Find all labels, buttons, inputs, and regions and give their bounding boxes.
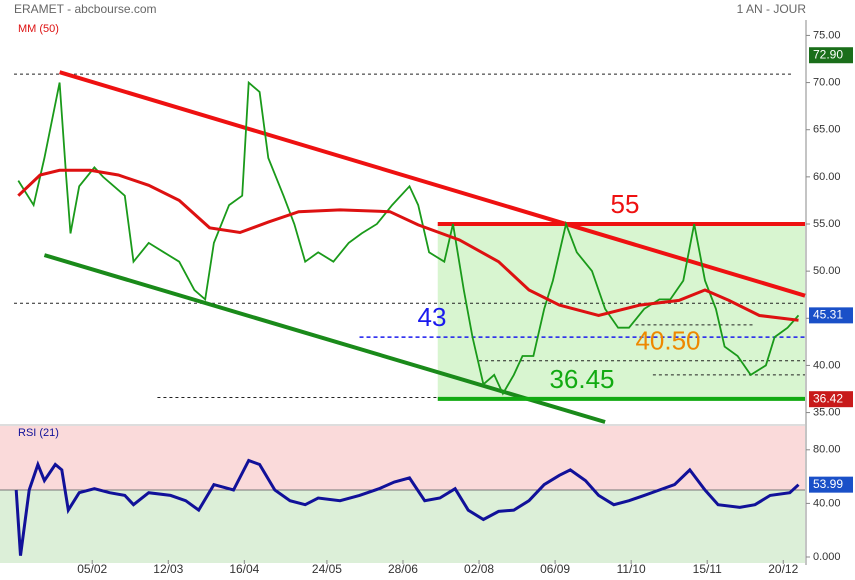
y-tick-label: 40.00: [813, 359, 841, 371]
price-tag-label: 45.31: [813, 308, 843, 322]
x-tick-label: 15/11: [693, 562, 722, 576]
x-tick-label: 12/03: [153, 562, 183, 576]
rsi-y-tick-label: 80.00: [813, 444, 841, 456]
y-tick-label: 35.00: [813, 406, 841, 418]
support-zone: [437, 224, 805, 399]
moving-average-line: [17, 168, 799, 322]
y-tick-label: 65.00: [813, 124, 841, 136]
trendline: [43, 253, 606, 424]
rsi-oversold-zone: [0, 490, 805, 563]
x-tick-label: 06/09: [540, 562, 570, 576]
rsi-label: RSI (21): [18, 427, 59, 439]
x-tick-label: 05/02: [77, 562, 107, 576]
level-label: 43: [418, 302, 447, 332]
y-tick-label: 75.00: [813, 29, 841, 41]
x-tick-label: 02/08: [464, 562, 494, 576]
level-label: 36.45: [549, 364, 614, 394]
y-tick-label: 50.00: [813, 265, 841, 277]
price-tag: [809, 307, 853, 324]
price-tag-label: 72.90: [813, 47, 843, 61]
x-tick-label: 24/05: [312, 562, 342, 576]
rsi-y-tick-label: 40.00: [813, 497, 841, 509]
x-tick-label: 11/10: [617, 562, 646, 576]
x-tick-label: 28/06: [388, 562, 418, 576]
price-tag: [809, 47, 853, 64]
level-label: 40.50: [635, 326, 700, 356]
x-tick-label: 16/04: [229, 562, 259, 576]
chart-title: ERAMET - abcbourse.com: [14, 2, 157, 16]
y-tick-label: 60.00: [813, 171, 841, 183]
rsi-line: [14, 458, 800, 556]
trendline: [59, 70, 806, 298]
rsi-y-tick-label: 0.000: [813, 551, 841, 563]
price-line: [17, 80, 800, 396]
y-tick-label: 70.00: [813, 76, 841, 88]
legend-entry: MM (50): [18, 23, 59, 35]
x-tick-label: 20/12: [768, 562, 798, 576]
price-tag: [809, 391, 853, 408]
y-tick-label: 55.00: [813, 218, 841, 230]
price-tag-label: 36.42: [813, 391, 843, 405]
price-tag-label: 53.99: [813, 477, 843, 491]
level-label: 55: [611, 189, 640, 219]
chart-subtitle: 1 AN - JOUR: [737, 2, 807, 16]
price-tag: [809, 476, 853, 493]
